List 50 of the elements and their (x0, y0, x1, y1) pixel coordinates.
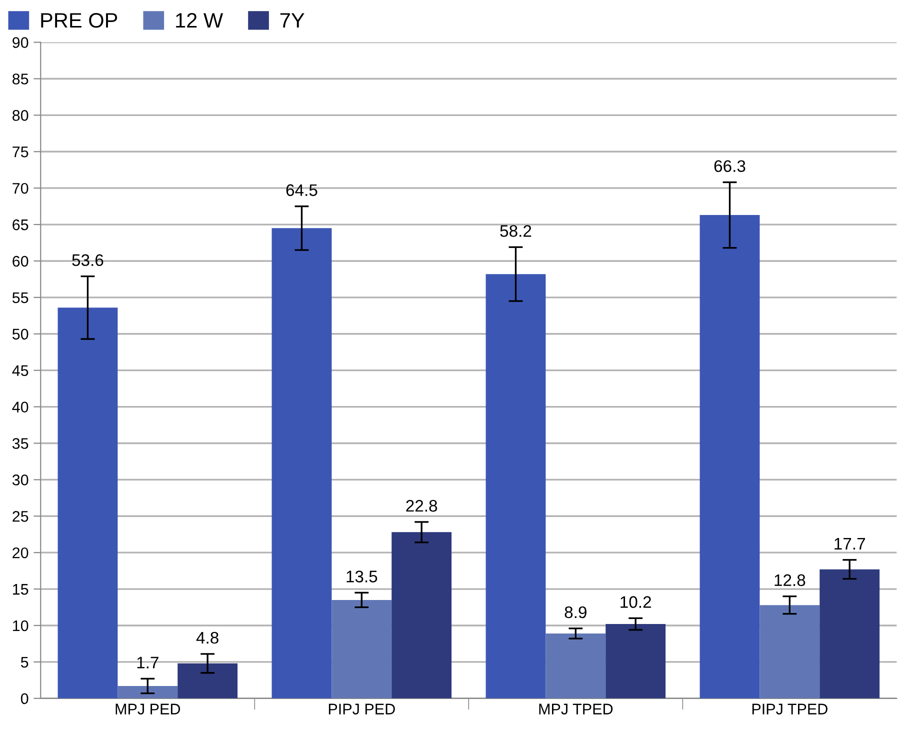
bar (700, 215, 760, 698)
x-tick-label: PIPJ PED (328, 704, 395, 714)
bar (760, 605, 820, 698)
y-tick-label: 5 (20, 656, 28, 668)
bar (606, 624, 666, 698)
y-tick-label: 30 (12, 474, 28, 486)
bar (272, 228, 332, 698)
y-tick-label: 70 (12, 182, 28, 194)
y-tick-label: 15 (13, 584, 28, 595)
data-label: 58.2 (500, 225, 532, 237)
y-tick-label: 40 (12, 402, 28, 412)
legend-label: PRE OP (41, 12, 118, 28)
x-tick-label: MPJ PED (116, 704, 180, 714)
y-tick-label: 0 (20, 693, 28, 704)
data-label: 1.7 (137, 656, 158, 668)
bar (546, 634, 606, 698)
data-label: 66.3 (714, 160, 746, 172)
data-label: 4.8 (196, 632, 218, 644)
y-tick-label: 25 (12, 511, 28, 522)
y-tick-label: 55 (12, 292, 28, 304)
y-tick-label: 75 (12, 146, 28, 158)
y-tick-label: 45 (12, 365, 28, 376)
bar (58, 308, 118, 698)
y-tick-label: 20 (12, 547, 28, 558)
x-tick-label: PIPJ TPED (752, 704, 828, 714)
y-tick-label: 80 (12, 110, 28, 121)
y-tick-label: 60 (12, 256, 28, 267)
bar (486, 274, 546, 698)
y-tick-label: 50 (12, 328, 28, 340)
y-tick-label: 90 (12, 37, 28, 48)
x-tick-label: MPJ TPED (539, 704, 613, 714)
data-label: 17.7 (834, 538, 865, 550)
bar (178, 663, 238, 698)
data-label: 13.5 (346, 570, 378, 582)
data-label: 8.9 (564, 606, 586, 618)
legend-label: 12 W (176, 12, 224, 28)
bar (392, 532, 452, 698)
y-tick-label: 35 (12, 438, 28, 449)
legend-label: 7Y (280, 13, 304, 28)
data-label: 10.2 (620, 596, 651, 608)
bar (820, 569, 880, 698)
data-label: 53.6 (72, 254, 104, 266)
data-label: 22.8 (406, 500, 438, 512)
data-label: 64.5 (286, 184, 318, 196)
y-tick-label: 65 (12, 219, 28, 230)
y-tick-label: 10 (13, 620, 28, 632)
y-tick-label: 85 (12, 74, 28, 84)
bar (332, 600, 392, 698)
bar (118, 686, 178, 698)
data-label: 12.8 (774, 574, 806, 586)
